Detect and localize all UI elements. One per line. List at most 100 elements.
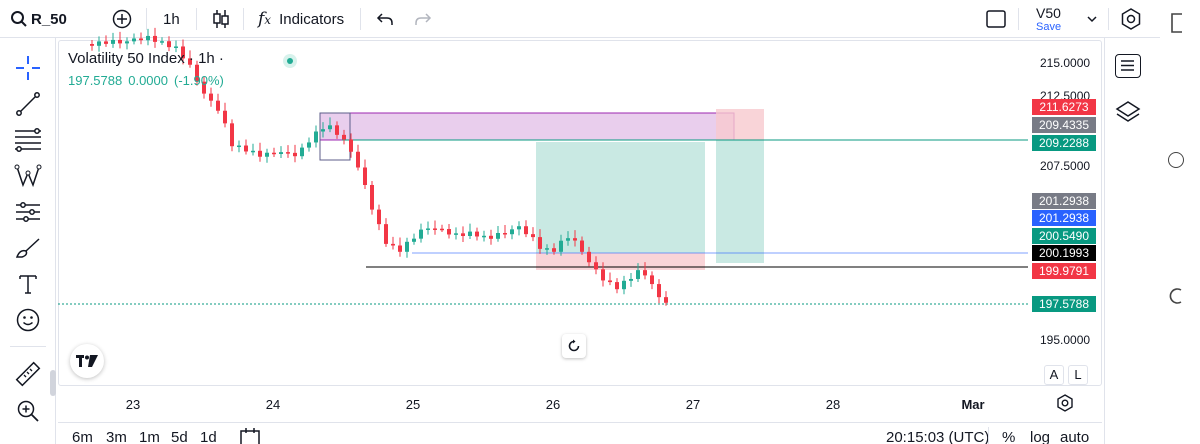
candle-body	[202, 81, 206, 94]
redo-icon	[415, 13, 432, 25]
object-tree-button[interactable]	[1115, 100, 1141, 129]
interval-button[interactable]: 1h	[163, 0, 180, 38]
range-1m-button[interactable]: 1m	[139, 429, 160, 444]
list-icon	[1121, 60, 1134, 71]
candle-body	[314, 131, 318, 143]
redo-button[interactable]	[414, 0, 432, 38]
utc-clock[interactable]: 20:15:03 (UTC)	[886, 429, 990, 444]
symbol-search-button[interactable]: R_50	[10, 0, 67, 38]
time-axis-label: 28	[825, 397, 841, 412]
short-position-stop-zone[interactable]	[716, 109, 764, 140]
candle-body	[363, 167, 367, 185]
price-badge: 199.9791	[1032, 263, 1096, 279]
layout-menu-button[interactable]	[1086, 0, 1098, 38]
short-position-target-zone[interactable]	[716, 140, 764, 263]
long-position-target-zone[interactable]	[536, 142, 705, 253]
candle-body	[377, 209, 381, 225]
reset-chart-button[interactable]	[562, 334, 586, 358]
market-open-indicator[interactable]	[283, 54, 297, 68]
candlestick-series[interactable]	[90, 27, 668, 306]
undo-button[interactable]	[376, 0, 394, 38]
undo-icon	[376, 13, 393, 25]
candle-body	[398, 245, 402, 252]
range-6m-button[interactable]: 6m	[72, 429, 93, 444]
measure-tool[interactable]	[10, 356, 46, 392]
price-badge: 197.5788	[1032, 296, 1096, 312]
emoji-tool[interactable]	[10, 302, 46, 338]
system-back-button[interactable]	[1168, 12, 1184, 39]
prediction-tool[interactable]	[10, 194, 46, 230]
search-icon	[11, 11, 27, 27]
chart-legend-title[interactable]: Volatility 50 Index · 1h ·	[68, 50, 224, 67]
candle-body	[90, 44, 94, 46]
system-home-button[interactable]	[1168, 152, 1184, 168]
toolbar-collapse-handle[interactable]	[50, 370, 56, 396]
candle-body	[104, 41, 108, 44]
candle-body	[195, 64, 199, 82]
candle-body	[307, 142, 311, 148]
zoom-tool[interactable]	[10, 393, 46, 429]
fib-tool[interactable]	[10, 122, 46, 158]
log-scale-button[interactable]: L	[1068, 365, 1088, 385]
tradingview-logo[interactable]	[70, 344, 104, 378]
candle-body	[265, 152, 269, 157]
date-range-button[interactable]	[240, 428, 260, 444]
range-5d-button[interactable]: 5d	[171, 429, 188, 444]
trendline-tool[interactable]	[10, 86, 46, 122]
candle-body	[209, 93, 213, 101]
candle-body	[580, 240, 584, 252]
candle-body	[664, 297, 668, 303]
price-badge: 200.1993	[1032, 245, 1096, 261]
candle-body	[286, 152, 290, 154]
candle-body	[454, 233, 458, 235]
compare-symbol-button[interactable]	[112, 0, 132, 38]
text-tool[interactable]	[10, 266, 46, 302]
interval-label: 1h	[163, 10, 180, 28]
right-toolbar	[1104, 38, 1160, 444]
indicators-button[interactable]: fx Indicators	[258, 0, 344, 38]
long-position-stop-zone[interactable]	[536, 253, 705, 270]
candle-body	[482, 235, 486, 238]
square-icon	[986, 10, 1006, 28]
candle-body	[643, 270, 647, 276]
range-3m-button[interactable]: 3m	[106, 429, 127, 444]
candle-body	[146, 35, 150, 41]
axis-settings-button[interactable]	[1056, 394, 1074, 417]
price-badge: 209.4335	[1032, 117, 1096, 133]
chart-type-button[interactable]	[211, 0, 231, 38]
ruler-icon	[15, 361, 41, 387]
layout-save-button[interactable]: V50 Save	[1036, 5, 1076, 33]
purple-zone[interactable]	[319, 112, 735, 141]
legend-change-value: 0.0000	[128, 73, 168, 88]
time-axis-label: 26	[545, 397, 561, 412]
toolbar-divider	[1018, 8, 1019, 30]
candle-body	[573, 238, 577, 241]
watchlist-button[interactable]	[1115, 54, 1141, 78]
range-1d-button[interactable]: 1d	[200, 429, 217, 444]
system-recents-button[interactable]	[1167, 286, 1185, 311]
log-scale-toggle[interactable]: log	[1030, 429, 1051, 444]
fullscreen-button[interactable]	[986, 0, 1006, 38]
candle-body	[139, 38, 143, 41]
candle-body	[608, 280, 612, 283]
zone-anchor-box[interactable]	[319, 112, 351, 161]
candle-body	[293, 152, 297, 157]
fib-retracement-icon	[15, 128, 41, 152]
price-axis-label: 215.0000	[1040, 56, 1091, 70]
candle-body	[475, 231, 479, 237]
candle-body	[160, 41, 164, 43]
candle-body	[356, 151, 360, 168]
candle-body	[167, 41, 171, 48]
tradingview-logo-icon	[76, 355, 98, 367]
settings-button[interactable]	[1120, 0, 1142, 38]
percent-scale-toggle[interactable]: %	[1002, 429, 1016, 444]
auto-scale-button[interactable]: A	[1044, 365, 1064, 385]
drawing-toolbar	[0, 38, 56, 444]
candle-body	[412, 238, 416, 242]
auto-scale-toggle[interactable]: auto	[1060, 429, 1090, 444]
crosshair-tool[interactable]	[10, 50, 46, 86]
pattern-tool[interactable]	[10, 158, 46, 194]
brush-tool[interactable]	[10, 230, 46, 266]
chart-pane[interactable]	[58, 40, 1102, 386]
